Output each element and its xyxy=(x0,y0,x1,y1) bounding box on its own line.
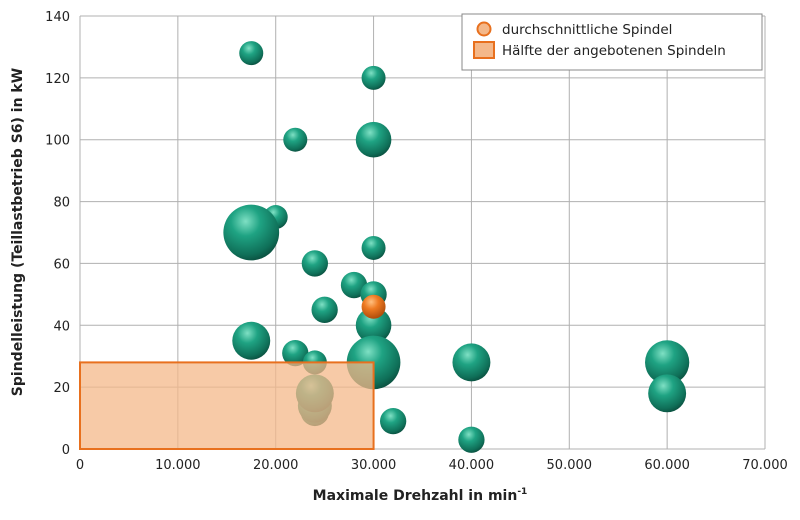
bubble xyxy=(239,41,264,66)
legend-rect-label: Hälfte der angebotenen Spindeln xyxy=(502,43,726,59)
x-tick-label: 60.000 xyxy=(644,458,690,473)
y-tick-label: 60 xyxy=(53,257,70,272)
x-tick-label: 70.000 xyxy=(742,458,788,473)
x-tick-label: 20.000 xyxy=(253,458,299,473)
y-tick-label: 40 xyxy=(53,319,70,334)
bubble xyxy=(458,426,485,453)
half-rect-layer xyxy=(79,361,375,450)
x-tick-label: 30.000 xyxy=(351,458,397,473)
bubble xyxy=(282,339,309,367)
legend-average-label: durchschnittliche Spindel xyxy=(502,22,672,38)
bubble xyxy=(340,271,368,299)
legend-average-marker xyxy=(476,21,492,37)
x-axis-label: Maximale Drehzahl in min-1 xyxy=(313,487,528,504)
y-tick-label: 80 xyxy=(53,196,70,211)
y-tick-label: 20 xyxy=(53,381,70,396)
x-tick-label: 10.000 xyxy=(155,458,201,473)
bubble xyxy=(232,321,271,360)
bubble xyxy=(361,65,386,90)
bubble xyxy=(645,340,690,385)
half-spindles-rect xyxy=(79,361,375,450)
average-bubble xyxy=(361,294,386,319)
bubble xyxy=(283,127,308,152)
x-tick-label: 40.000 xyxy=(449,458,495,473)
bubble xyxy=(223,204,280,261)
y-tick-label: 120 xyxy=(45,72,70,87)
y-tick-label: 0 xyxy=(62,443,70,458)
average-layer xyxy=(361,294,386,319)
grid xyxy=(79,15,766,450)
legend: durchschnittliche Spindel Hälfte der ang… xyxy=(461,13,763,71)
bubble xyxy=(361,235,386,260)
tick-labels: 0 10.000 20.000 30.000 40.000 50.000 60.000 70.… xyxy=(45,10,788,473)
bubble xyxy=(311,296,338,323)
y-axis-label: Spindelleistung (Teillastbetrieb S6) in … xyxy=(10,68,26,396)
y-tick-label: 100 xyxy=(45,134,70,149)
bubble xyxy=(648,374,687,413)
legend-rect-marker xyxy=(473,41,495,59)
bubble xyxy=(355,307,392,344)
y-tick-label: 140 xyxy=(45,10,70,25)
x-tick-label: 0 xyxy=(76,458,84,473)
x-tick-label: 50.000 xyxy=(547,458,593,473)
bubble xyxy=(301,250,329,277)
bubble xyxy=(379,408,407,435)
bubble xyxy=(355,121,392,158)
bubble xyxy=(452,343,491,382)
